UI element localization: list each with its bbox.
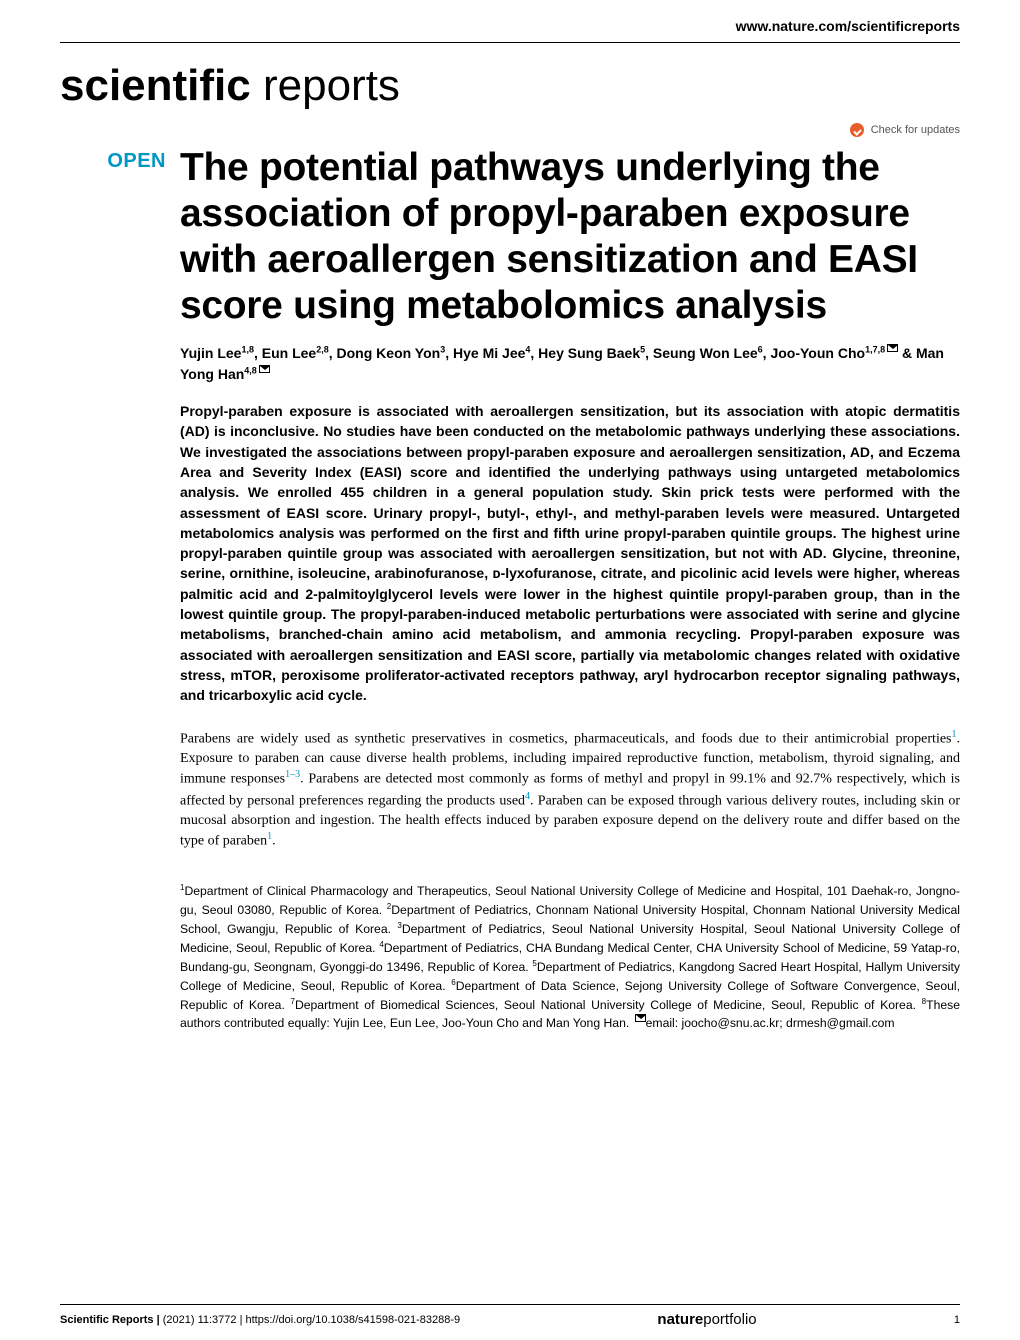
author-list: Yujin Lee1,8, Eun Lee2,8, Dong Keon Yon3… <box>180 343 960 385</box>
publisher-bold: nature <box>657 1311 703 1328</box>
footer-citation: (2021) 11:3772 | <box>163 1314 243 1326</box>
publisher-light: portfolio <box>703 1311 756 1328</box>
journal-url: www.nature.com/scientificreports <box>0 0 1020 42</box>
journal-logo-light: reports <box>251 61 400 110</box>
journal-logo: scientific reports <box>0 43 1020 123</box>
check-updates-icon <box>850 123 864 137</box>
affiliations-block: 1Department of Clinical Pharmacology and… <box>180 882 960 1034</box>
left-rail: OPEN <box>60 145 180 1033</box>
page-number: 1 <box>954 1314 960 1326</box>
page-footer: Scientific Reports | (2021) 11:3772 | ht… <box>60 1304 960 1328</box>
abstract-text: Propyl-paraben exposure is associated wi… <box>180 401 960 705</box>
check-updates-label: Check for updates <box>871 124 960 136</box>
open-access-badge: OPEN <box>60 145 166 173</box>
footer-journal: Scientific Reports | <box>60 1314 160 1326</box>
journal-logo-bold: scientific <box>60 61 251 110</box>
main-column: The potential pathways underlying the as… <box>180 145 960 1033</box>
intro-paragraph: Parabens are widely used as synthetic pr… <box>180 728 960 852</box>
footer-doi: https://doi.org/10.1038/s41598-021-83288… <box>246 1314 461 1326</box>
publisher-logo: natureportfolio <box>657 1311 756 1328</box>
check-for-updates-link[interactable]: Check for updates <box>0 123 1020 145</box>
article-title: The potential pathways underlying the as… <box>180 145 960 329</box>
